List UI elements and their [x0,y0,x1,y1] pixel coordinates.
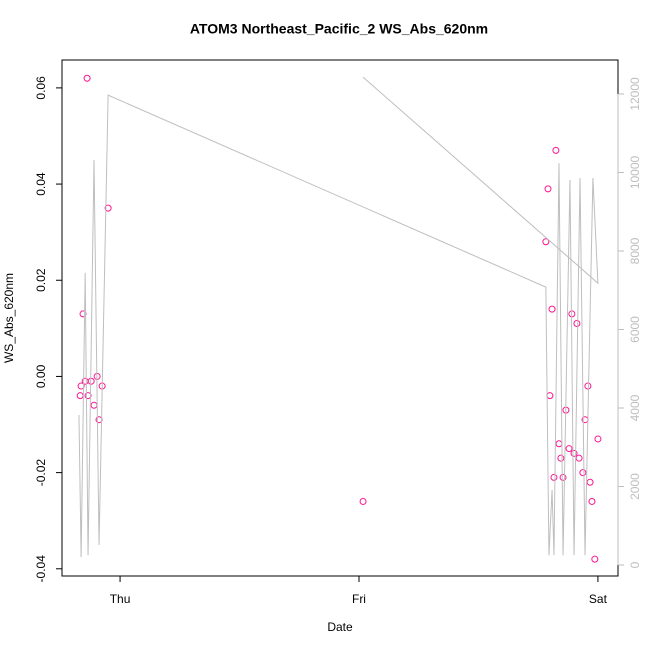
data-point [104,204,112,212]
y2-tick-label: 8000 [628,237,642,264]
y2-tick-label: 4000 [628,394,642,421]
y2-tick-label: 0 [628,561,642,568]
data-point [542,238,550,246]
data-point [84,392,92,400]
data-point [557,454,565,462]
line-series [78,76,599,558]
data-point [77,382,85,390]
y-tick-label: -0.04 [34,555,48,583]
y-axis-label: WS_Abs_620nm [2,273,16,363]
data-point [573,320,581,328]
y-tick-label: -0.02 [34,459,48,487]
y2-tick-label: 6000 [628,316,642,343]
data-point [584,382,592,390]
data-point [591,555,599,563]
chart-title: ATOM3 Northeast_Pacific_2 WS_Abs_620nm [190,21,488,37]
data-point [579,469,587,477]
data-point [550,473,558,481]
data-point [570,449,578,457]
y-tick-label: 0.02 [34,268,48,292]
data-point [83,74,91,82]
data-point [552,146,560,154]
y2-tick-label: 12000 [628,77,642,111]
x-axis-label: Date [327,620,353,634]
x-tick-label: Sat [589,592,608,606]
data-point [559,473,567,481]
data-point [588,497,596,505]
x-tick-label: Fri [352,592,366,606]
data-point [548,305,556,313]
y-tick-label: 0.00 [34,364,48,388]
data-point [359,497,367,505]
data-point [594,435,602,443]
x-tick-label: Thu [110,592,131,606]
data-point [565,445,573,453]
y-tick-label: 0.04 [34,172,48,196]
y2-tick-label: 10000 [628,155,642,189]
data-point [544,185,552,193]
y-tick-label: 0.06 [34,76,48,100]
y2-tick-label: 2000 [628,473,642,500]
